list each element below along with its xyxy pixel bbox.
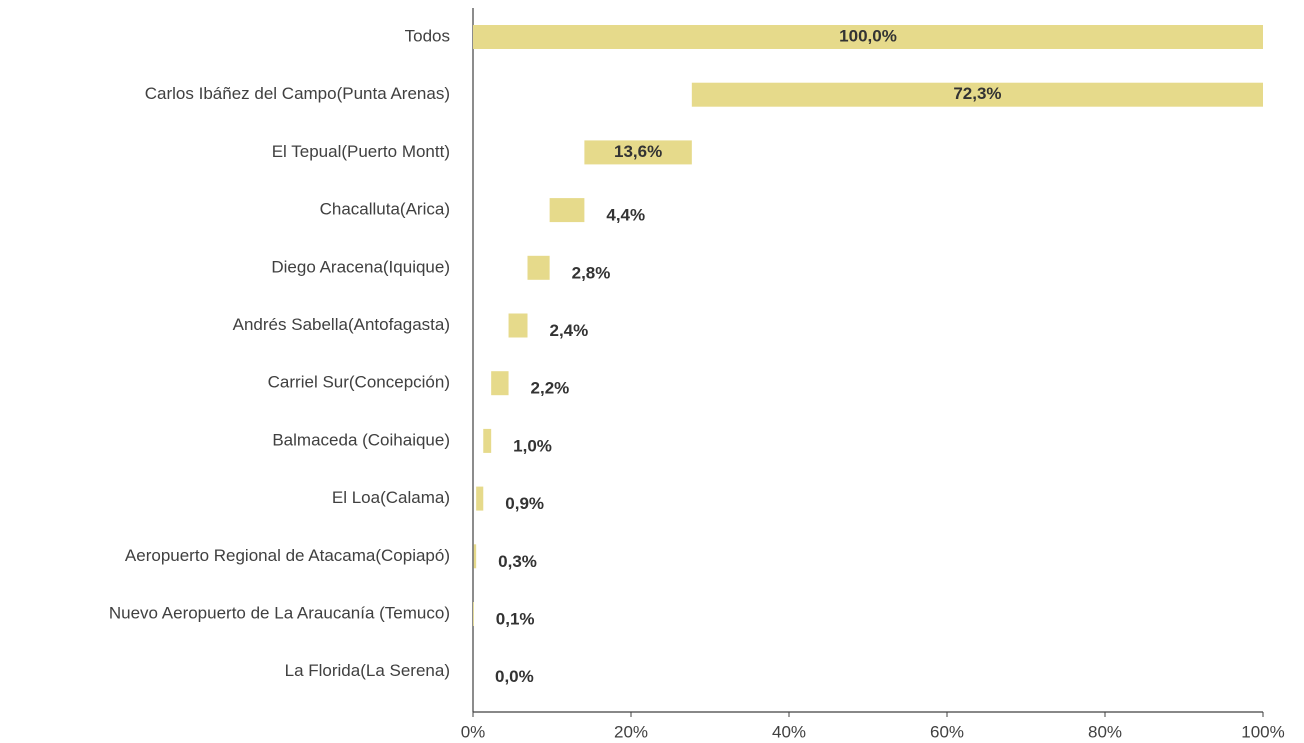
value-label: 0,0% xyxy=(495,667,534,686)
x-tick-label: 20% xyxy=(614,722,648,741)
value-label: 0,1% xyxy=(496,609,535,628)
bar xyxy=(473,602,474,626)
bar xyxy=(691,82,1263,107)
x-tick-label: 40% xyxy=(772,722,806,741)
bar xyxy=(476,486,484,511)
value-label: 2,4% xyxy=(550,321,589,340)
value-label: 0,3% xyxy=(498,552,537,571)
category-label: Balmaceda (Coihaique) xyxy=(272,430,450,449)
value-label: 1,0% xyxy=(513,436,552,455)
bar xyxy=(549,198,585,223)
x-tick-label: 100% xyxy=(1241,722,1284,741)
bar xyxy=(584,140,692,165)
value-label: 2,2% xyxy=(531,379,570,398)
category-label: Todos xyxy=(405,26,450,45)
bar xyxy=(508,313,528,338)
value-label: 2,8% xyxy=(572,263,611,282)
bar xyxy=(527,255,550,280)
bar xyxy=(483,428,492,453)
value-label: 4,4% xyxy=(606,206,645,225)
category-label: Carriel Sur(Concepción) xyxy=(268,373,450,392)
category-label: Chacalluta(Arica) xyxy=(320,200,450,219)
category-label: Andrés Sabella(Antofagasta) xyxy=(233,315,450,334)
category-label: Nuevo Aeropuerto de La Araucanía (Temuco… xyxy=(109,603,450,622)
x-tick-label: 0% xyxy=(461,722,486,741)
value-label: 100,0% xyxy=(839,26,897,45)
x-tick-label: 80% xyxy=(1088,722,1122,741)
category-label: El Loa(Calama) xyxy=(332,488,450,507)
bar xyxy=(491,371,509,396)
x-tick-label: 60% xyxy=(930,722,964,741)
category-label: Aeropuerto Regional de Atacama(Copiapó) xyxy=(125,546,450,565)
bar xyxy=(473,544,477,569)
category-label: Carlos Ibáñez del Campo(Punta Arenas) xyxy=(145,84,450,103)
bar xyxy=(473,25,1263,49)
category-label: Diego Aracena(Iquique) xyxy=(271,257,450,276)
value-label: 13,6% xyxy=(614,142,662,161)
value-label: 72,3% xyxy=(953,84,1001,103)
category-label: El Tepual(Puerto Montt) xyxy=(272,142,450,161)
value-label: 0,9% xyxy=(505,494,544,513)
category-label: La Florida(La Serena) xyxy=(285,661,450,680)
